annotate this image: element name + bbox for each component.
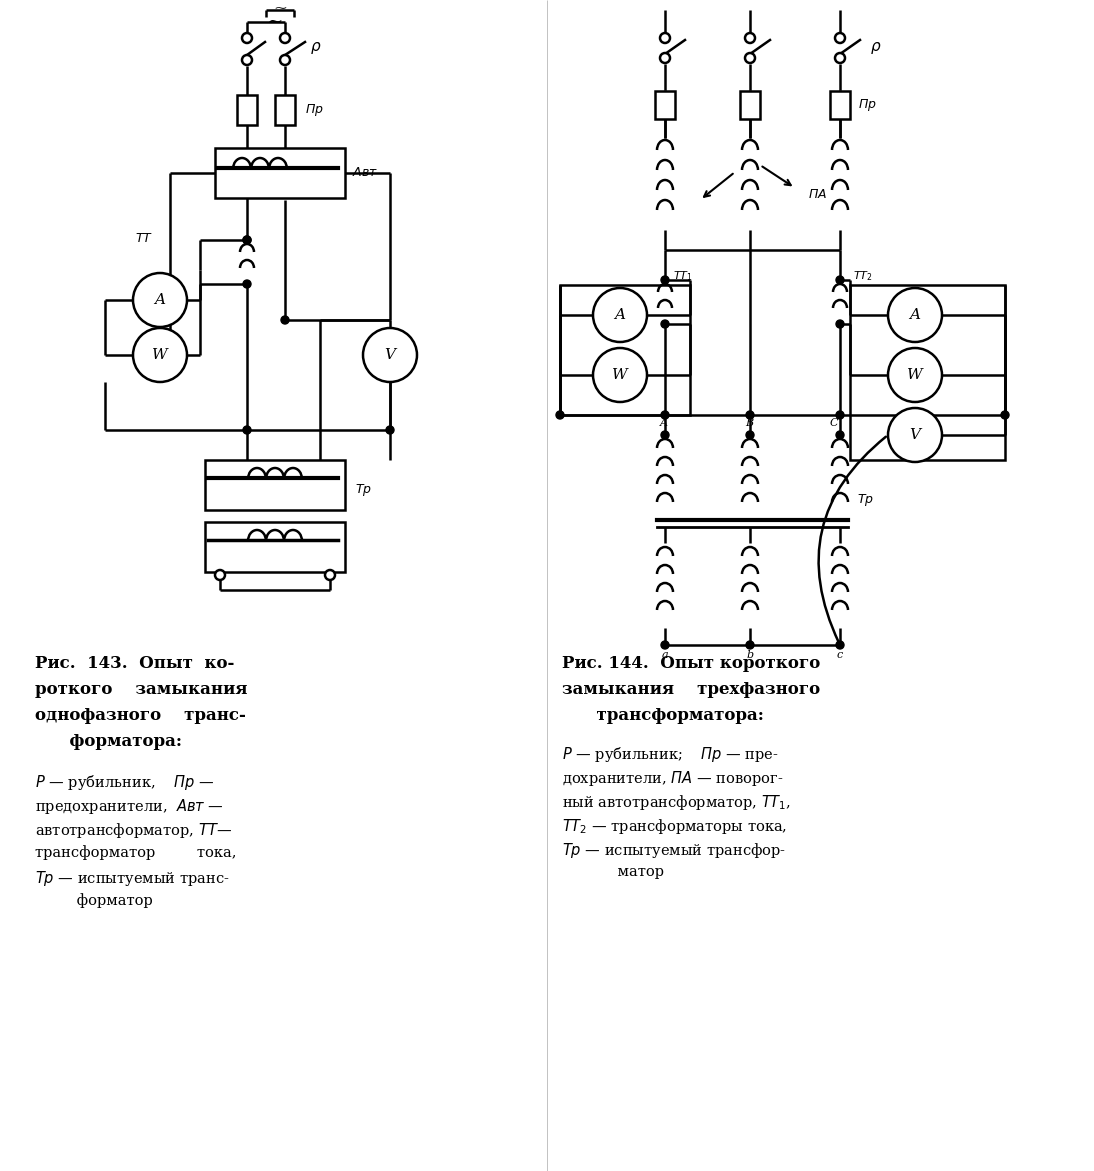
Circle shape [661, 276, 670, 285]
Circle shape [661, 320, 670, 328]
Text: трансформатора:: трансформатора: [562, 707, 764, 724]
Circle shape [836, 276, 843, 285]
Circle shape [835, 33, 845, 43]
Circle shape [280, 33, 290, 43]
Text: однофазного    транс-: однофазного транс- [35, 707, 246, 724]
Circle shape [836, 641, 843, 649]
Circle shape [745, 53, 755, 63]
Circle shape [593, 348, 647, 402]
Text: форматор: форматор [35, 893, 153, 908]
Text: $P$ — рубильник;    $Пр$ — пре-: $P$ — рубильник; $Пр$ — пре- [562, 745, 779, 763]
Circle shape [745, 33, 755, 43]
Text: предохранители,  $Авт$ —: предохранители, $Авт$ — [35, 797, 224, 816]
Bar [830, 91, 850, 119]
Text: ~: ~ [274, 0, 287, 16]
Text: b: b [746, 650, 754, 660]
Text: $\rho$: $\rho$ [310, 40, 322, 56]
Circle shape [888, 288, 942, 342]
Text: $\rho$: $\rho$ [870, 40, 882, 56]
Circle shape [281, 316, 289, 324]
Text: матор: матор [562, 865, 664, 879]
Circle shape [133, 328, 187, 382]
Circle shape [888, 408, 942, 463]
Text: $Тр$: $Тр$ [857, 492, 874, 508]
Text: ный автотрансформатор, $ТТ_1$,: ный автотрансформатор, $ТТ_1$, [562, 793, 791, 812]
Text: V: V [384, 348, 396, 362]
Text: V: V [909, 427, 920, 441]
Text: $Тр$ — испытуемый трансфор-: $Тр$ — испытуемый трансфор- [562, 841, 787, 860]
Circle shape [280, 55, 290, 66]
Text: Рис. 144.  Опыт короткого: Рис. 144. Опыт короткого [562, 655, 820, 672]
Text: c: c [837, 650, 843, 660]
Circle shape [593, 288, 647, 342]
Text: $ТТ$: $ТТ$ [135, 232, 153, 245]
Text: ~: ~ [267, 13, 283, 30]
Text: A: A [909, 308, 920, 322]
Circle shape [836, 431, 843, 439]
Circle shape [556, 411, 565, 419]
Text: A: A [154, 293, 165, 307]
Text: $Тр$ — испытуемый транс-: $Тр$ — испытуемый транс- [35, 869, 230, 888]
Circle shape [216, 570, 225, 580]
Circle shape [661, 411, 670, 419]
Circle shape [243, 426, 251, 434]
Circle shape [325, 570, 335, 580]
Circle shape [835, 53, 845, 63]
Text: $Тр$: $Тр$ [354, 482, 372, 498]
Text: $ПА$: $ПА$ [808, 189, 827, 201]
Bar [237, 95, 257, 125]
Text: $ТТ_2$ — трансформаторы тока,: $ТТ_2$ — трансформаторы тока, [562, 817, 787, 836]
Bar [205, 460, 345, 511]
Bar [655, 91, 675, 119]
Text: $Пр$: $Пр$ [858, 97, 876, 112]
Text: A: A [615, 308, 626, 322]
Circle shape [363, 328, 417, 382]
Text: форматора:: форматора: [35, 733, 182, 749]
Circle shape [836, 320, 843, 328]
Circle shape [242, 55, 252, 66]
Circle shape [746, 411, 754, 419]
Circle shape [660, 33, 670, 43]
Text: дохранители, $ПА$ — поворог-: дохранители, $ПА$ — поворог- [562, 769, 783, 788]
Bar [850, 285, 1005, 460]
Text: C: C [830, 418, 838, 427]
Bar [216, 148, 345, 198]
Text: a: a [662, 650, 668, 660]
Circle shape [661, 641, 670, 649]
Bar [275, 95, 295, 125]
Text: $Авт$: $Авт$ [352, 166, 379, 179]
Bar [205, 522, 345, 571]
Text: трансформатор         тока,: трансформатор тока, [35, 845, 236, 860]
Circle shape [1001, 411, 1009, 419]
Text: $P$ — рубильник,    $Пр$ —: $P$ — рубильник, $Пр$ — [35, 773, 214, 792]
Text: W: W [613, 368, 628, 382]
Text: W: W [152, 348, 167, 362]
Text: автотрансформатор, $ТТ$—: автотрансформатор, $ТТ$— [35, 821, 232, 840]
Circle shape [243, 237, 251, 244]
Circle shape [243, 237, 251, 244]
Text: $Пр$: $Пр$ [305, 102, 324, 118]
Circle shape [242, 33, 252, 43]
Circle shape [243, 280, 251, 288]
Circle shape [661, 431, 670, 439]
Text: Рис.  143.  Опыт  ко-: Рис. 143. Опыт ко- [35, 655, 234, 672]
Text: W: W [907, 368, 923, 382]
Text: $ТТ_2$: $ТТ_2$ [853, 269, 873, 283]
Bar [560, 285, 690, 415]
Circle shape [660, 53, 670, 63]
Text: A: A [660, 418, 668, 427]
Circle shape [888, 348, 942, 402]
Circle shape [133, 273, 187, 327]
Text: роткого    замыкания: роткого замыкания [35, 682, 247, 698]
Text: $ТТ_1$: $ТТ_1$ [673, 269, 693, 283]
Circle shape [746, 431, 754, 439]
Text: замыкания    трехфазного: замыкания трехфазного [562, 682, 820, 698]
Circle shape [386, 426, 394, 434]
Circle shape [746, 641, 754, 649]
Bar [740, 91, 760, 119]
Circle shape [836, 411, 843, 419]
Text: B: B [745, 418, 753, 427]
